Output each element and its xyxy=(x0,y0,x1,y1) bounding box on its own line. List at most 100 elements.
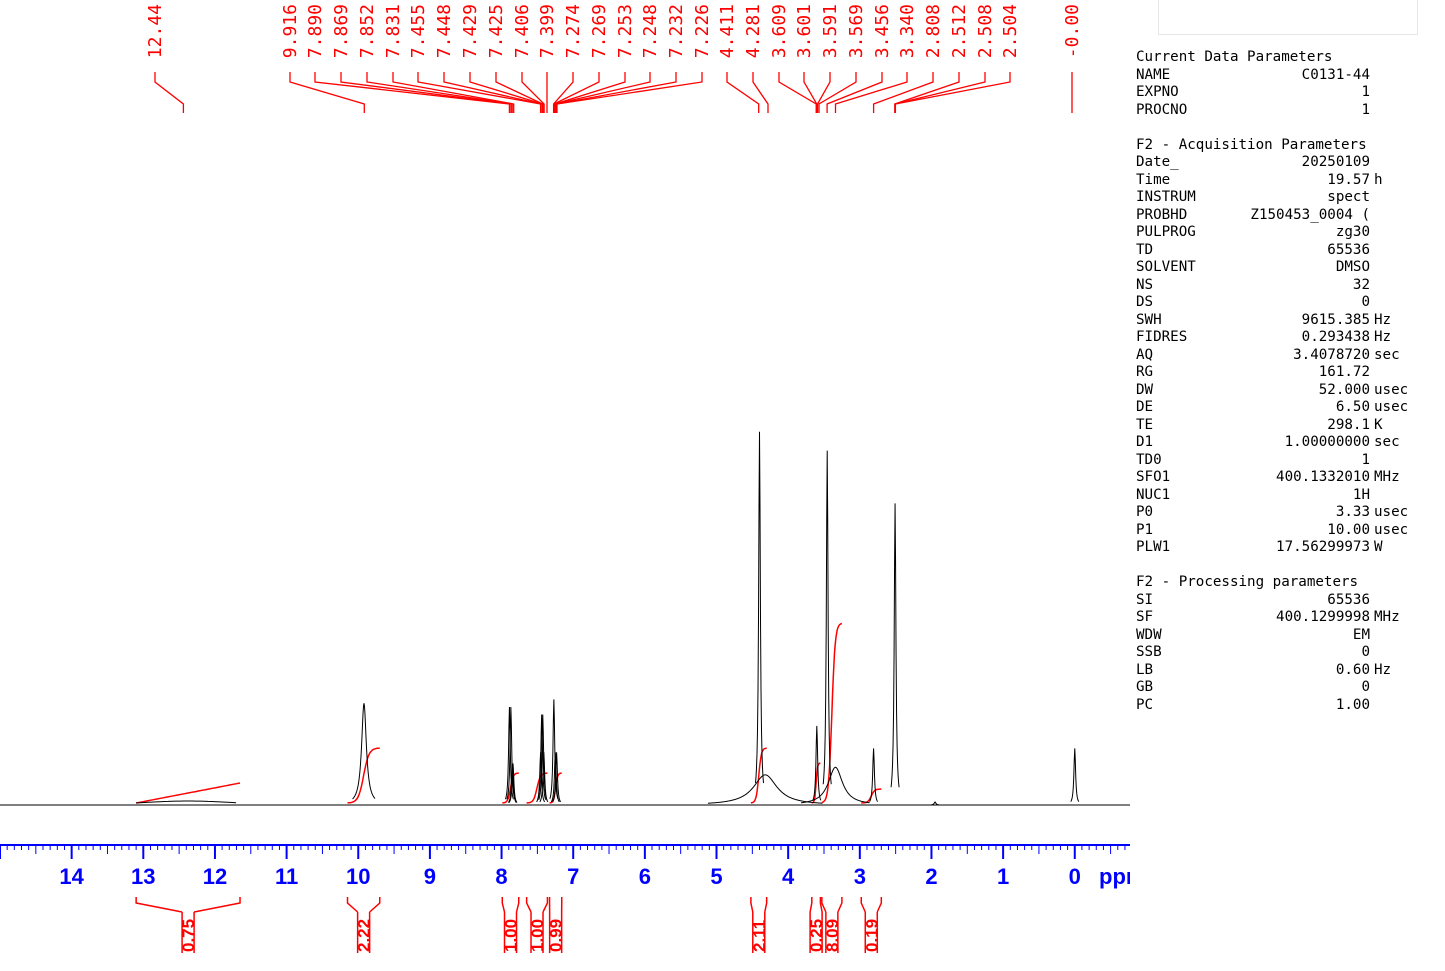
param-row: NS 32 xyxy=(1136,277,1436,295)
param-name: WDW xyxy=(1136,626,1162,643)
param-value: 3.4078720 xyxy=(1293,346,1370,363)
param-row: TD 65536 xyxy=(1136,242,1436,260)
param-value: C0131-44 xyxy=(1301,66,1370,83)
axis-tick-label: 6 xyxy=(639,864,651,889)
axis-tick-label: 2 xyxy=(925,864,937,889)
param-row: PROCNO 1 xyxy=(1136,102,1436,120)
param-value: 19.57 xyxy=(1327,171,1370,188)
param-name: PULPROG xyxy=(1136,224,1196,240)
param-row: RG 161.72 xyxy=(1136,364,1436,382)
param-value: 32 xyxy=(1352,276,1370,293)
param-row: SF 400.1299998 MHz xyxy=(1136,609,1436,627)
peak-connector xyxy=(366,72,513,113)
param-name: FIDRES xyxy=(1136,329,1188,345)
integral-label: 0.19 xyxy=(862,919,881,952)
integral-label: 0.75 xyxy=(179,919,198,952)
integral-curve xyxy=(347,747,380,804)
param-name: Date_ xyxy=(1136,154,1179,170)
integral-bracket xyxy=(135,897,241,953)
integral-label: 1.00 xyxy=(528,919,547,952)
param-row: PULPROG zg30 xyxy=(1136,224,1436,242)
peak-connector xyxy=(443,72,542,113)
peak-connector xyxy=(553,72,600,113)
param-row: LB 0.60 Hz xyxy=(1136,662,1436,680)
param-name: DE xyxy=(1136,399,1154,415)
peak xyxy=(352,703,376,800)
param-row: SOLVENT DMSO xyxy=(1136,259,1436,277)
peak-connector xyxy=(340,72,512,113)
peak xyxy=(507,763,517,803)
peak-label: 9.916 xyxy=(280,4,301,58)
param-value: 17.56299973 xyxy=(1276,539,1370,555)
param-name: Time xyxy=(1136,171,1171,188)
peak-connector xyxy=(834,72,908,113)
param-value: 10.00 xyxy=(1327,521,1370,538)
peak-label: 7.232 xyxy=(666,4,687,58)
peak-label: 2.512 xyxy=(949,4,970,58)
peak-label: 3.340 xyxy=(897,4,918,58)
param-value: 52.000 xyxy=(1318,381,1370,398)
peak-label: 3.609 xyxy=(769,4,790,58)
peak-label: -0.00 xyxy=(1062,4,1083,58)
peak xyxy=(504,706,514,800)
param-value: 0 xyxy=(1361,294,1370,310)
integral-label: 1.00 xyxy=(502,919,521,952)
peak-label: 3.601 xyxy=(794,4,815,58)
param-value: 1.00000000 xyxy=(1284,434,1370,450)
param-value: 3.33 xyxy=(1335,504,1370,520)
peak-connector xyxy=(495,72,544,113)
axis-tick-label: 10 xyxy=(346,864,370,889)
peak-label: 3.591 xyxy=(820,4,841,58)
param-unit: W xyxy=(1374,539,1383,555)
param-name: PROBHD xyxy=(1136,206,1188,223)
peak-label: 3.569 xyxy=(846,4,867,58)
param-name: TE xyxy=(1136,416,1154,433)
param-value: 20250109 xyxy=(1301,154,1370,170)
peak xyxy=(549,699,559,799)
param-row: SWH 9615.385 Hz xyxy=(1136,312,1436,330)
axis-tick-label: 4 xyxy=(782,864,795,889)
param-name: AQ xyxy=(1136,346,1154,363)
peak-label: 4.411 xyxy=(717,4,738,58)
axis-tick-label: 13 xyxy=(131,864,155,889)
peak-connector xyxy=(314,72,511,113)
param-name: TD xyxy=(1136,241,1154,258)
acquisition-rows: Date_ 20250109 Time 19.57 h INSTRUM spect PROBH… xyxy=(1136,154,1436,557)
peak-connector xyxy=(154,72,185,113)
axis-tick-label: 3 xyxy=(854,864,866,889)
peak xyxy=(539,752,549,803)
peak-label: 7.831 xyxy=(383,4,404,58)
peak-connector xyxy=(289,72,365,113)
param-value: 65536 xyxy=(1327,241,1370,258)
current-data-parameters-title: Current Data Parameters xyxy=(1136,49,1333,65)
param-value: 298.1 xyxy=(1327,416,1370,433)
peak-label: 7.869 xyxy=(331,4,352,58)
integral-label: 0.25 xyxy=(807,919,826,952)
param-name: TD0 xyxy=(1136,451,1162,468)
param-unit: Hz xyxy=(1374,661,1392,678)
param-unit: sec xyxy=(1374,346,1400,363)
current-data-rows: NAME C0131-44 EXPNO 1 PROCNO 1 xyxy=(1136,67,1436,120)
axis-tick-label: 12 xyxy=(203,864,227,889)
param-row: INSTRUM spect xyxy=(1136,189,1436,207)
integral-bracket xyxy=(525,897,549,953)
peak-label: 12.44 xyxy=(145,4,166,58)
param-value: 65536 xyxy=(1327,591,1370,608)
param-name: LB xyxy=(1136,661,1154,678)
peak xyxy=(812,725,822,801)
peak-label: 7.226 xyxy=(692,4,713,58)
param-unit: MHz xyxy=(1374,609,1400,625)
axis-tick-label: 9 xyxy=(424,864,436,889)
param-row: SFO1 400.1332010 MHz xyxy=(1136,469,1436,487)
peak-connector xyxy=(554,72,651,113)
axis-tick-label: 0 xyxy=(1069,864,1081,889)
processing-rows: SI 65536 SF 400.1299998 MHz WDW EM SSB 0 LB 0.60 Hz… xyxy=(1136,592,1436,715)
param-unit: usec xyxy=(1374,521,1409,538)
integral-bracket xyxy=(860,897,883,953)
peak xyxy=(822,450,832,785)
peak-connector xyxy=(392,72,515,113)
peak-label: 7.248 xyxy=(640,4,661,58)
peak xyxy=(550,752,560,803)
param-row: SI 65536 xyxy=(1136,592,1436,610)
peak-connector xyxy=(816,72,831,113)
